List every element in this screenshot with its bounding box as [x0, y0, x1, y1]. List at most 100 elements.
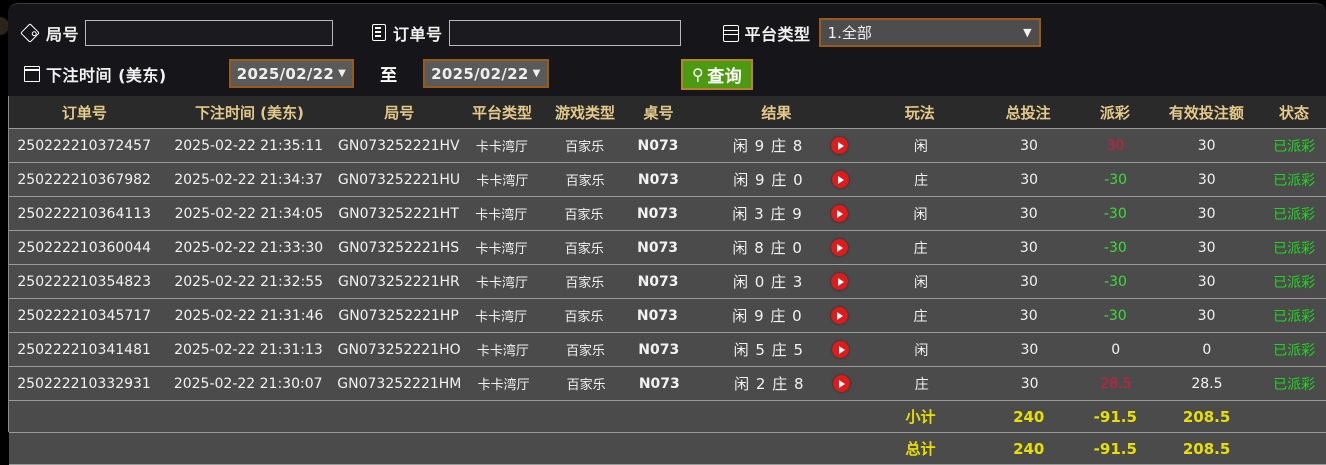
filter-row-top: 局号 订单号 平台类型 1.全部 ▼: [20, 18, 1041, 47]
table-row[interactable]: 250222210360044 2025-02-22 21:33:30 GN0732…: [9, 231, 1326, 265]
cell-time: 2025-02-22 21:34:05: [174, 205, 324, 222]
col-header-status: 状态: [1278, 103, 1309, 122]
order-no-input[interactable]: [448, 19, 681, 46]
cell-play: 闲: [913, 274, 928, 291]
cell-play: 闲: [914, 342, 929, 359]
bet-time-from-picker[interactable]: 2025/02/22 ▼: [228, 59, 355, 88]
status-badge: 已派彩: [1273, 308, 1316, 325]
summary-bet: 240: [1013, 407, 1045, 426]
play-icon[interactable]: [830, 205, 848, 222]
col-header-platform: 平台类型: [472, 103, 533, 122]
cell-order: 250222210345717: [17, 307, 152, 324]
table-row[interactable]: 250222210332931 2025-02-22 21:30:07 GN0732…: [9, 367, 1326, 401]
table-row[interactable]: 250222210372457 2025-02-22 21:35:11 GN0732…: [9, 129, 1326, 163]
table-row[interactable]: 250222210354823 2025-02-22 21:32:55 GN0732…: [9, 265, 1326, 299]
cell-round: GN073252221HM: [337, 375, 462, 392]
cell-game: 百家乐: [566, 344, 606, 359]
server-icon: [721, 23, 740, 42]
cell-bet: 30: [1020, 375, 1039, 392]
col-header-game: 游戏类型: [555, 103, 616, 122]
cell-payout: 0: [1111, 341, 1121, 358]
cell-platform: 卡卡湾厅: [475, 242, 528, 257]
result-text: 闲 9 庄 0: [732, 307, 803, 325]
status-badge: 已派彩: [1273, 342, 1316, 359]
cell-time: 2025-02-22 21:31:13: [174, 341, 323, 358]
result-text: 闲 8 庄 0: [732, 239, 803, 257]
cell-round: GN073252221HT: [338, 205, 459, 222]
cell-result: 闲 2 庄 8: [692, 373, 863, 394]
col-header-bet: 总投注: [1005, 103, 1051, 122]
round-no-input[interactable]: [85, 19, 334, 46]
cell-time: 2025-02-22 21:32:55: [174, 273, 324, 290]
cell-game: 百家乐: [565, 174, 605, 189]
cell-platform: 卡卡湾厅: [476, 344, 529, 359]
cell-order: 250222210364113: [17, 205, 152, 222]
chevron-down-icon: ▼: [532, 67, 541, 79]
summary-valid: 208.5: [1182, 407, 1231, 426]
cell-table: N073: [637, 137, 679, 154]
result-text: 闲 9 庄 0: [733, 171, 804, 189]
col-header-result: 结果: [761, 103, 792, 122]
cell-play: 庄: [913, 240, 928, 257]
cell-bet: 30: [1020, 137, 1038, 154]
cell-bet: 30: [1020, 273, 1038, 290]
search-icon: ⚲: [692, 65, 705, 84]
cell-valid: 28.5: [1191, 375, 1223, 392]
cell-time: 2025-02-22 21:33:30: [174, 239, 324, 256]
cell-round: GN073252221HU: [337, 171, 461, 188]
bet-time-to-picker[interactable]: 2025/02/22 ▼: [423, 59, 549, 88]
tag-icon: [20, 23, 41, 43]
cell-play: 庄: [914, 172, 929, 189]
play-icon[interactable]: [831, 137, 849, 154]
summary-label: 总计: [905, 440, 936, 458]
cell-time: 2025-02-22 21:35:11: [174, 137, 324, 154]
cell-valid: 30: [1197, 307, 1216, 324]
cell-payout: -30: [1103, 239, 1127, 256]
table-summary-row: 小计 240 -91.5 208.5: [9, 401, 1326, 433]
clipboard-icon: [369, 23, 388, 42]
cell-table: N073: [638, 375, 680, 392]
cell-round: GN073252221HR: [337, 273, 460, 290]
query-button[interactable]: ⚲ 查询: [681, 59, 754, 90]
cell-game: 百家乐: [566, 378, 606, 393]
platform-type-select[interactable]: 1.全部 ▼: [818, 18, 1041, 47]
summary-payout: -91.5: [1093, 407, 1137, 426]
table-row[interactable]: 250222210341481 2025-02-22 21:31:13 GN0732…: [9, 333, 1326, 367]
play-icon[interactable]: [831, 171, 849, 188]
play-icon[interactable]: [830, 307, 848, 324]
col-header-order: 订单号: [61, 103, 107, 122]
platform-type-value: 1.全部: [827, 24, 872, 42]
result-text: 闲 5 庄 5: [733, 341, 805, 359]
bet-time-to-value: 2025/02/22: [431, 64, 529, 83]
cell-valid: 30: [1197, 171, 1216, 188]
cell-valid: 30: [1197, 239, 1216, 256]
filter-row-bottom: 下注时间 (美东) 2025/02/22 ▼ 至 2025/02/22 ▼: [14, 59, 549, 88]
play-icon[interactable]: [830, 239, 848, 256]
cell-payout: -30: [1104, 273, 1127, 290]
cell-bet: 30: [1020, 171, 1039, 188]
cell-game: 百家乐: [564, 208, 604, 223]
cell-round: GN073252221HV: [338, 137, 460, 154]
table-row[interactable]: 250222210345717 2025-02-22 21:31:46 GN0732…: [9, 299, 1326, 333]
cell-result: 闲 9 庄 8: [691, 135, 863, 156]
col-header-time: 下注时间 (美东): [194, 103, 304, 122]
edge-decoration: [0, 17, 9, 35]
cell-result: 闲 3 庄 9: [690, 203, 862, 224]
cell-platform: 卡卡湾厅: [475, 140, 528, 155]
cell-valid: 30: [1197, 205, 1216, 222]
status-badge: 已派彩: [1273, 206, 1316, 223]
cell-platform: 卡卡湾厅: [475, 310, 528, 325]
table-row[interactable]: 250222210364113 2025-02-22 21:34:05 GN0732…: [9, 197, 1326, 231]
bet-time-from-value: 2025/02/22: [236, 64, 335, 83]
chevron-down-icon: ▼: [1023, 26, 1032, 39]
play-icon[interactable]: [832, 375, 850, 392]
cell-table: N073: [638, 341, 680, 358]
play-icon[interactable]: [831, 273, 849, 290]
platform-type-filter: 平台类型 1.全部 ▼: [721, 18, 1041, 47]
play-icon[interactable]: [832, 341, 850, 358]
cell-game: 百家乐: [564, 310, 604, 325]
status-badge: 已派彩: [1273, 240, 1316, 257]
table-row[interactable]: 250222210367982 2025-02-22 21:34:37 GN0732…: [9, 163, 1326, 197]
cell-time: 2025-02-22 21:30:07: [173, 375, 323, 392]
summary-valid: 208.5: [1182, 439, 1231, 458]
